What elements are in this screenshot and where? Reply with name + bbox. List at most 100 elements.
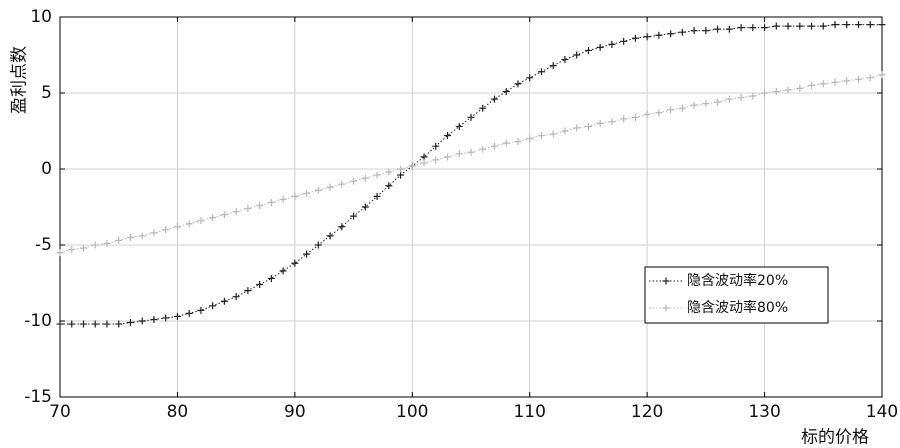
point-marker bbox=[479, 104, 487, 112]
point-marker bbox=[173, 223, 181, 231]
point-marker bbox=[361, 174, 369, 182]
point-marker bbox=[819, 80, 827, 88]
point-marker bbox=[432, 142, 440, 150]
point-marker bbox=[855, 21, 863, 29]
point-marker bbox=[326, 232, 334, 240]
point-marker bbox=[397, 171, 405, 179]
point-marker bbox=[103, 239, 111, 247]
point-marker bbox=[397, 165, 405, 173]
point-marker bbox=[79, 244, 87, 252]
point-marker bbox=[385, 182, 393, 190]
point-marker bbox=[643, 110, 651, 118]
point-marker bbox=[373, 192, 381, 200]
point-marker bbox=[79, 320, 87, 328]
point-marker bbox=[490, 95, 498, 103]
point-marker bbox=[479, 145, 487, 153]
point-marker bbox=[467, 148, 475, 156]
point-marker bbox=[303, 250, 311, 258]
point-marker bbox=[150, 315, 158, 323]
x-tick-label: 100 bbox=[396, 402, 428, 422]
point-marker bbox=[420, 159, 428, 167]
point-marker bbox=[831, 78, 839, 86]
point-marker bbox=[267, 274, 275, 282]
point-marker bbox=[338, 180, 346, 188]
point-marker bbox=[855, 75, 863, 83]
point-marker bbox=[467, 113, 475, 121]
point-marker bbox=[220, 211, 228, 219]
point-marker bbox=[772, 22, 780, 30]
point-marker bbox=[796, 22, 804, 30]
y-axis-label: 盈利点数 bbox=[10, 46, 30, 114]
point-marker bbox=[878, 21, 886, 29]
point-marker bbox=[843, 21, 851, 29]
point-marker bbox=[244, 287, 252, 295]
point-marker bbox=[420, 153, 428, 161]
point-marker bbox=[162, 226, 170, 234]
point-marker bbox=[256, 201, 264, 209]
point-marker bbox=[267, 198, 275, 206]
point-marker bbox=[655, 31, 663, 39]
point-marker bbox=[784, 22, 792, 30]
point-marker bbox=[725, 95, 733, 103]
point-marker bbox=[291, 192, 299, 200]
point-marker bbox=[209, 302, 217, 310]
point-marker bbox=[667, 30, 675, 38]
point-marker bbox=[232, 293, 240, 301]
point-marker bbox=[444, 153, 452, 161]
point-marker bbox=[303, 189, 311, 197]
point-marker bbox=[808, 81, 816, 89]
point-marker bbox=[796, 84, 804, 92]
point-marker bbox=[232, 208, 240, 216]
point-marker bbox=[596, 119, 604, 127]
point-marker bbox=[866, 21, 874, 29]
point-marker bbox=[514, 80, 522, 88]
point-marker bbox=[361, 203, 369, 211]
point-marker bbox=[714, 98, 722, 106]
point-marker bbox=[115, 236, 123, 244]
point-marker bbox=[608, 40, 616, 48]
point-marker bbox=[502, 87, 510, 95]
point-marker bbox=[185, 220, 193, 228]
legend-marker bbox=[662, 277, 670, 285]
point-marker bbox=[702, 27, 710, 35]
point-marker bbox=[725, 25, 733, 33]
x-tick-label: 110 bbox=[513, 402, 545, 422]
point-marker bbox=[737, 24, 745, 32]
point-marker bbox=[279, 267, 287, 275]
point-marker bbox=[749, 92, 757, 100]
legend-label: 隐含波动率80% bbox=[687, 299, 788, 316]
point-marker bbox=[749, 24, 757, 32]
point-marker bbox=[197, 306, 205, 314]
point-marker bbox=[667, 106, 675, 114]
point-marker bbox=[444, 132, 452, 140]
point-marker bbox=[490, 142, 498, 150]
series-line bbox=[59, 74, 883, 254]
point-marker bbox=[631, 34, 639, 42]
point-marker bbox=[150, 229, 158, 237]
point-marker bbox=[91, 320, 99, 328]
point-marker bbox=[537, 68, 545, 76]
point-marker bbox=[244, 205, 252, 213]
point-marker bbox=[596, 43, 604, 51]
point-marker bbox=[878, 71, 886, 79]
point-marker bbox=[678, 104, 686, 112]
point-marker bbox=[350, 212, 358, 220]
x-tick-label: 140 bbox=[866, 402, 898, 422]
point-marker bbox=[455, 122, 463, 130]
plot-frame bbox=[59, 16, 883, 398]
point-marker bbox=[866, 74, 874, 82]
y-tick-label: 5 bbox=[41, 83, 52, 103]
legend-box bbox=[644, 266, 829, 324]
point-marker bbox=[68, 246, 76, 254]
point-marker bbox=[220, 297, 228, 305]
point-marker bbox=[584, 46, 592, 54]
point-marker bbox=[690, 27, 698, 35]
point-marker bbox=[737, 94, 745, 102]
point-marker bbox=[561, 127, 569, 135]
point-marker bbox=[690, 101, 698, 109]
point-marker bbox=[162, 314, 170, 322]
point-marker bbox=[831, 21, 839, 29]
point-marker bbox=[432, 156, 440, 164]
point-marker bbox=[338, 223, 346, 231]
